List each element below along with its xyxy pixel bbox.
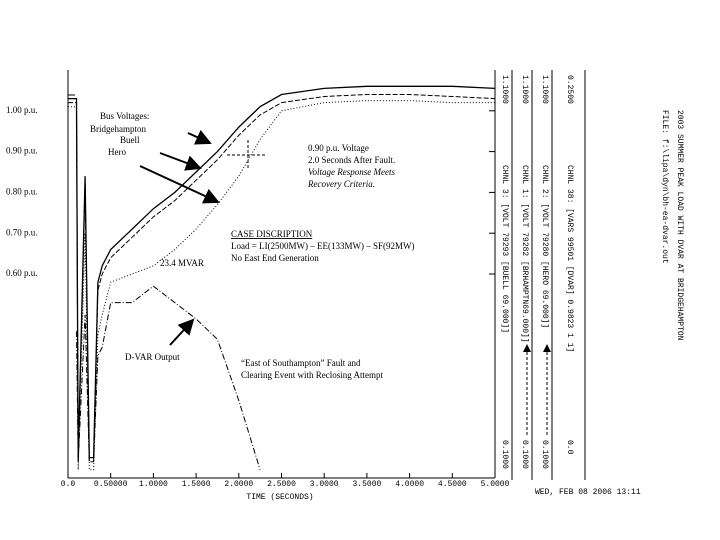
series-name: Hero <box>108 147 126 157</box>
x-axis-label: TIME (SECONDS) <box>246 493 313 502</box>
series-line <box>68 94 496 463</box>
channel-bottom: 0.0 <box>565 440 574 455</box>
annotation: Recovery Criteria. <box>307 179 375 189</box>
x-tick-label: 4.0000 <box>395 480 424 489</box>
x-tick-label: 5.0000 <box>481 480 510 489</box>
x-tick-label: 0.50000 <box>94 480 128 489</box>
header: FILE: f:\lipa\dyn\bh-ea-dvar.out <box>660 110 669 264</box>
y-tick-label: 0.70 p.u. <box>6 227 38 237</box>
x-tick-label: 2.0000 <box>224 480 253 489</box>
annotation: Clearing Event with Reclosing Attempt <box>241 370 383 380</box>
x-tick-label: 3.5000 <box>352 480 381 489</box>
y-tick-label: 1.00 p.u. <box>6 105 38 115</box>
x-tick-label: 4.5000 <box>438 480 467 489</box>
channel-bottom: 0.1000 <box>520 440 529 469</box>
y-tick-label: 0.90 p.u. <box>6 146 38 156</box>
x-tick-label: 1.5000 <box>182 480 211 489</box>
series-heading: Bus Voltages: <box>100 111 149 121</box>
y-tick-label: 0.80 p.u. <box>6 186 38 196</box>
annotation: CASE DISCRIPTION <box>231 229 313 239</box>
series-name: Bridgehampton <box>90 124 146 134</box>
x-tick-label: 3.0000 <box>310 480 339 489</box>
channel-label: CHNL 38: [VARS 99501 [DVAR] 0.9823 1 1] <box>565 165 574 352</box>
annotation: 23.4 MVAR <box>160 258 204 268</box>
crosshair <box>227 140 265 170</box>
y-tick-label: 0.60 p.u. <box>6 268 38 278</box>
x-tick-label: 1.0000 <box>139 480 168 489</box>
annotation: 0.90 p.u. Voltage <box>308 143 369 153</box>
annotation: “East of Southampton” Fault and <box>241 358 361 368</box>
channel-bottom: 0.1000 <box>500 440 509 469</box>
channel-label: CHNL 3: [VOLT 79293 [BUELL 69.000]] <box>500 165 509 333</box>
series-line <box>76 285 261 470</box>
annotation: Voltage Response Meets <box>308 167 395 177</box>
x-tick-label: 0.0 <box>61 480 76 489</box>
series-line <box>68 100 495 471</box>
channel-label: CHNL 2: [VOLT 79280 [HERO 69.000]] <box>540 165 549 328</box>
annotation: Load = LI(2500MW) – EE(133MW) – SF(92MW) <box>231 241 415 251</box>
annotation: 2.0 Seconds After Fault. <box>308 155 395 165</box>
annotation: No East End Generation <box>231 253 319 263</box>
arrows <box>139 129 220 346</box>
channel-top: 1.1000 <box>500 75 509 104</box>
channel-top: 1.1000 <box>540 75 549 104</box>
date: WED, FEB 08 2006 13:11 <box>535 488 641 497</box>
series-name: D-VAR Output <box>125 352 180 362</box>
x-tick-label: 2.5000 <box>267 480 296 489</box>
channel-top: 0.2500 <box>565 75 574 104</box>
channel-bottom: 0.1000 <box>540 440 549 469</box>
channel-top: 1.1000 <box>520 75 529 104</box>
channel-arrows <box>511 70 586 480</box>
header: 2003 SUMMER PEAK LOAD WITH DVAR AT BRIDG… <box>675 110 684 341</box>
channel-label: CHNL 1: [VOLT 79282 [BRHAMPTN69.000]] <box>520 165 529 343</box>
series-name: Buell <box>120 135 140 145</box>
series-line <box>68 85 496 459</box>
